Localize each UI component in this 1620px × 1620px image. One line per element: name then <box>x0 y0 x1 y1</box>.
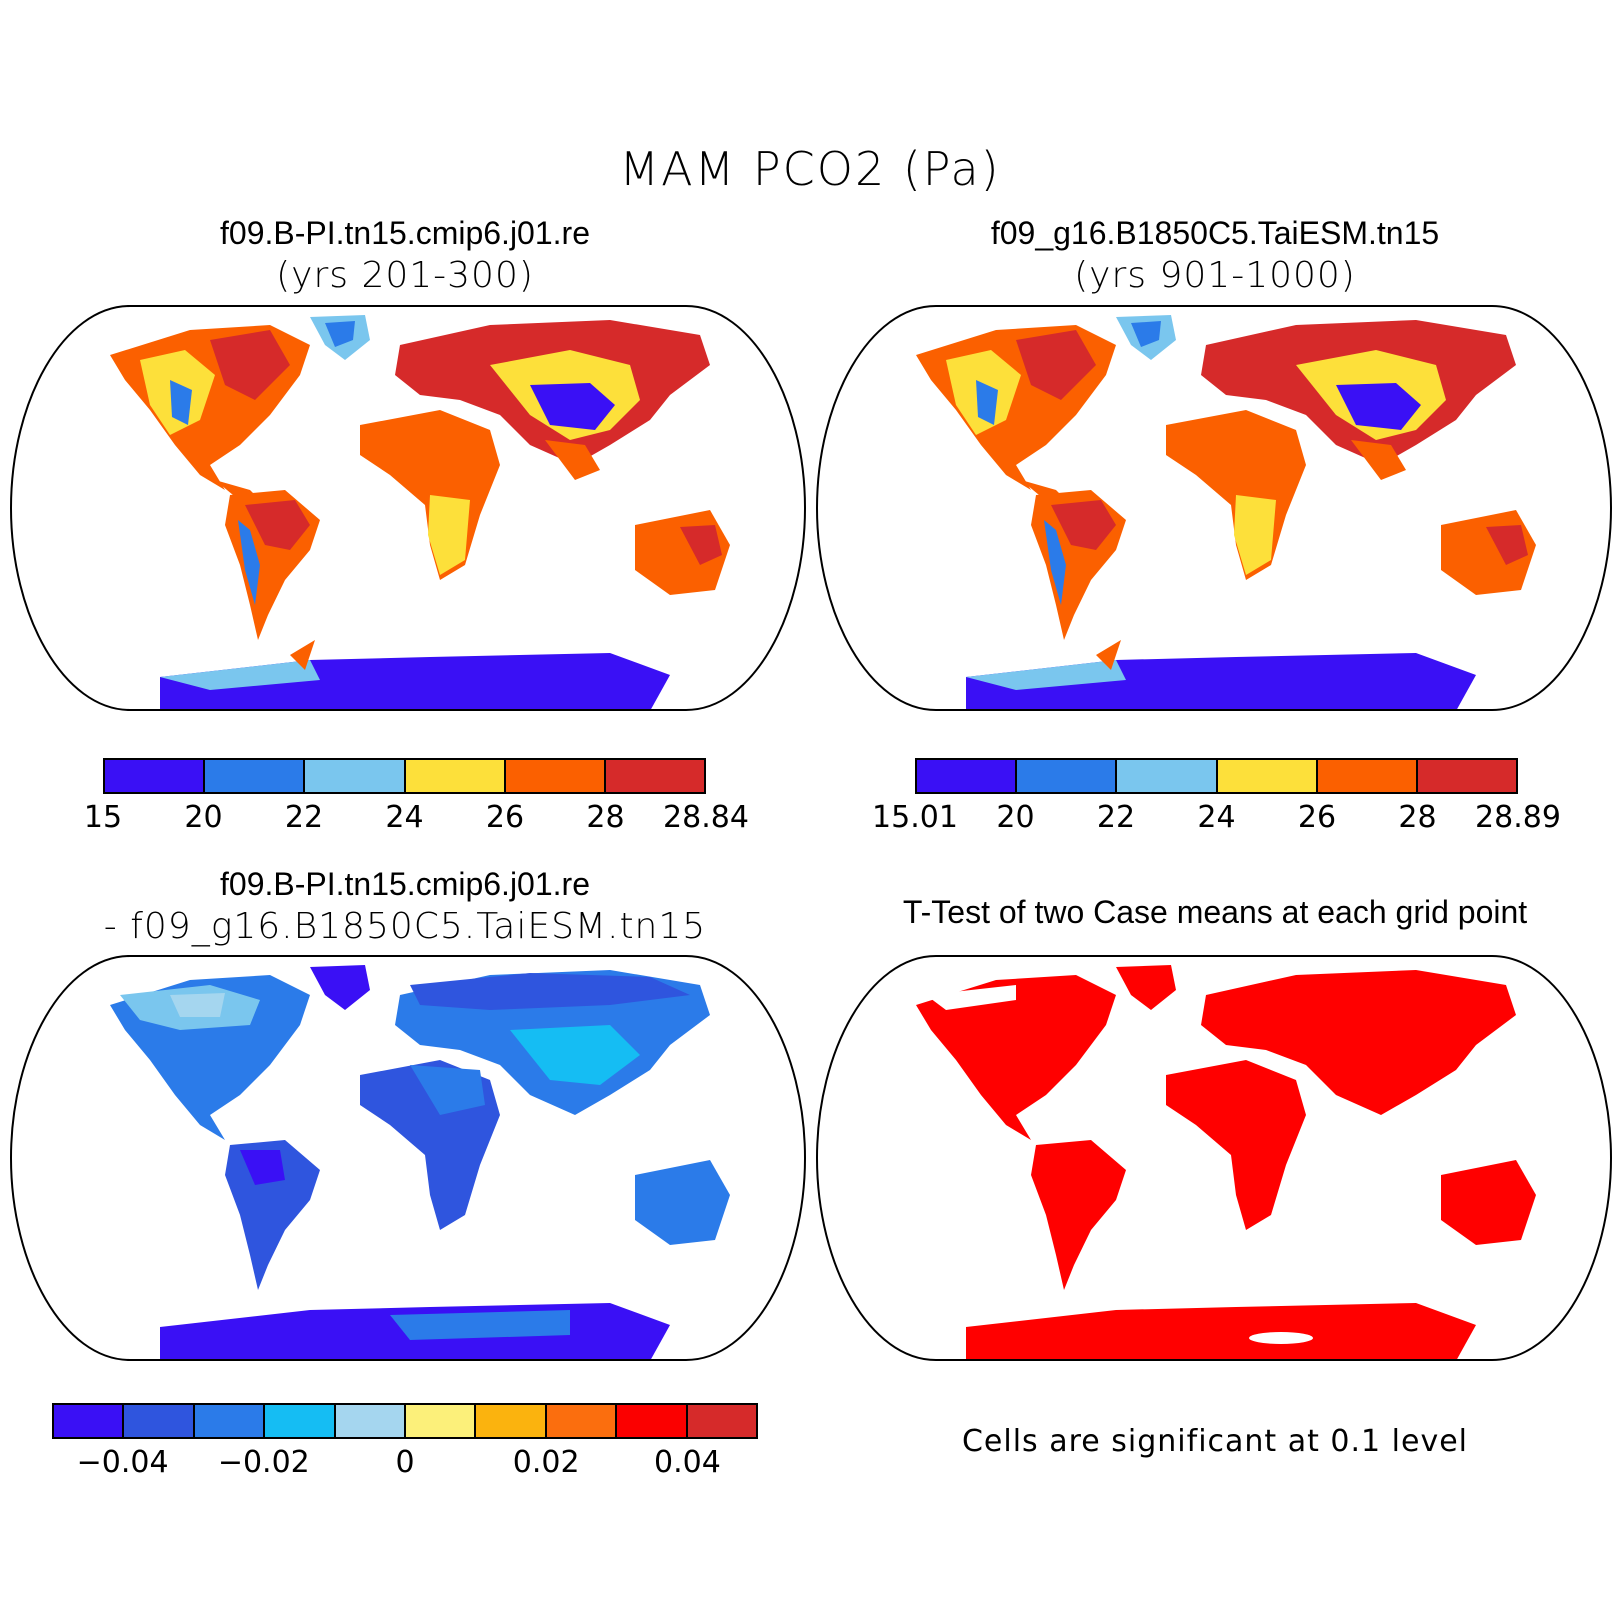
colorbar-swatch <box>406 1405 477 1437</box>
continent-antarctica <box>966 1303 1476 1360</box>
colorbar-tick-label: 28 <box>586 800 625 835</box>
continent-africa <box>1166 1060 1306 1230</box>
continent-south-america <box>225 490 320 640</box>
continent-greenland <box>310 965 370 1010</box>
continent-antarctica <box>160 640 670 710</box>
colorbar-swatch <box>205 760 306 792</box>
continent-africa <box>1166 410 1306 580</box>
continent-north-america <box>916 325 1116 510</box>
colorbar-case2 <box>915 758 1518 794</box>
panel2-subtitle: (yrs 901-1000) <box>1074 255 1356 296</box>
colorbar-tick-label: 0.02 <box>512 1445 580 1480</box>
continent-antarctica <box>966 640 1476 710</box>
continent-eurasia <box>1201 970 1516 1115</box>
colorbar-swatch <box>265 1405 336 1437</box>
colorbar-swatch <box>1217 760 1318 792</box>
continent-eurasia <box>1201 320 1516 480</box>
colorbar-tick-label: 28.89 <box>1475 800 1561 835</box>
continent-south-america <box>1031 490 1126 640</box>
continent-eurasia <box>395 320 710 480</box>
panel1-subtitle: (yrs 201-300) <box>276 255 534 296</box>
continent-south-america <box>225 1140 320 1290</box>
colorbar-tick-label: 0 <box>395 1445 415 1480</box>
colorbar-swatch <box>476 1405 547 1437</box>
colorbar-swatch <box>687 1405 757 1437</box>
colorbar-swatch <box>1017 760 1118 792</box>
continent-eurasia <box>395 970 710 1115</box>
colorbar-swatch <box>1417 760 1517 792</box>
map-difference <box>10 955 806 1361</box>
continent-south-america <box>1031 1140 1126 1290</box>
colorbar-tick-label: 24 <box>1197 800 1236 835</box>
colorbar-swatch <box>605 760 705 792</box>
continent-australia <box>1441 510 1536 595</box>
colorbar-swatch <box>405 760 506 792</box>
panel2-title: f09_g16.B1850C5.TaiESM.tn15 <box>990 215 1440 251</box>
colorbar-swatch <box>105 760 206 792</box>
panel3-subtitle: - f09_g16.B1850C5.TaiESM.tn15 <box>103 906 707 947</box>
colorbar-difference <box>52 1403 758 1439</box>
colorbar-tick-label: 15.01 <box>872 800 958 835</box>
colorbar-tick-label: −0.02 <box>217 1445 310 1480</box>
significance-note: Cells are significant at 0.1 level <box>961 1424 1468 1459</box>
colorbar-tick-label: −0.04 <box>76 1445 169 1480</box>
continent-north-america <box>110 325 310 510</box>
colorbar-swatch <box>546 1405 618 1437</box>
continent-greenland <box>1116 315 1176 360</box>
colorbar-tick-label: 15 <box>83 800 123 835</box>
continent-antarctica <box>160 1303 670 1360</box>
colorbar-swatch <box>1117 760 1218 792</box>
colorbar-swatch <box>124 1405 195 1437</box>
panel3-title: f09.B-PI.tn15.cmip6.j01.re <box>220 866 590 902</box>
continent-africa <box>360 410 500 580</box>
continent-greenland <box>310 315 370 360</box>
colorbar-tick-label: 26 <box>485 800 525 835</box>
continent-africa <box>360 1060 500 1230</box>
colorbar-swatch <box>617 1405 688 1437</box>
colorbar-tick-label: 20 <box>184 800 223 835</box>
panel1-title: f09.B-PI.tn15.cmip6.j01.re <box>220 215 590 251</box>
colorbar-swatch <box>194 1405 266 1437</box>
colorbar-swatch <box>305 760 406 792</box>
colorbar-tick-label: 22 <box>1096 800 1136 835</box>
continent-north-america <box>110 975 310 1140</box>
colorbar-tick-label: 28 <box>1398 800 1437 835</box>
continent-australia <box>635 1160 730 1245</box>
continent-australia <box>1441 1160 1536 1245</box>
panel4-title: T-Test of two Case means at each grid po… <box>902 894 1528 930</box>
colorbar-swatch <box>335 1405 407 1437</box>
colorbar-tick-label: 22 <box>284 800 324 835</box>
colorbar-tick-label: 24 <box>385 800 424 835</box>
colorbar-swatch <box>1317 760 1418 792</box>
map-ttest <box>816 955 1612 1361</box>
map-case2 <box>816 305 1612 711</box>
colorbar-tick-label: 26 <box>1297 800 1337 835</box>
continent-north-america <box>916 975 1116 1140</box>
map-case1 <box>10 305 806 711</box>
figure-title: MAM PCO2 (Pa) <box>619 142 1001 196</box>
colorbar-swatch <box>505 760 606 792</box>
colorbar-swatch <box>54 1405 125 1437</box>
continent-greenland <box>1116 965 1176 1010</box>
colorbar-tick-label: 0.04 <box>653 1445 721 1480</box>
colorbar-tick-label: 20 <box>996 800 1035 835</box>
colorbar-swatch <box>917 760 1018 792</box>
continent-australia <box>635 510 730 595</box>
colorbar-tick-label: 28.84 <box>663 800 749 835</box>
colorbar-case1 <box>103 758 706 794</box>
